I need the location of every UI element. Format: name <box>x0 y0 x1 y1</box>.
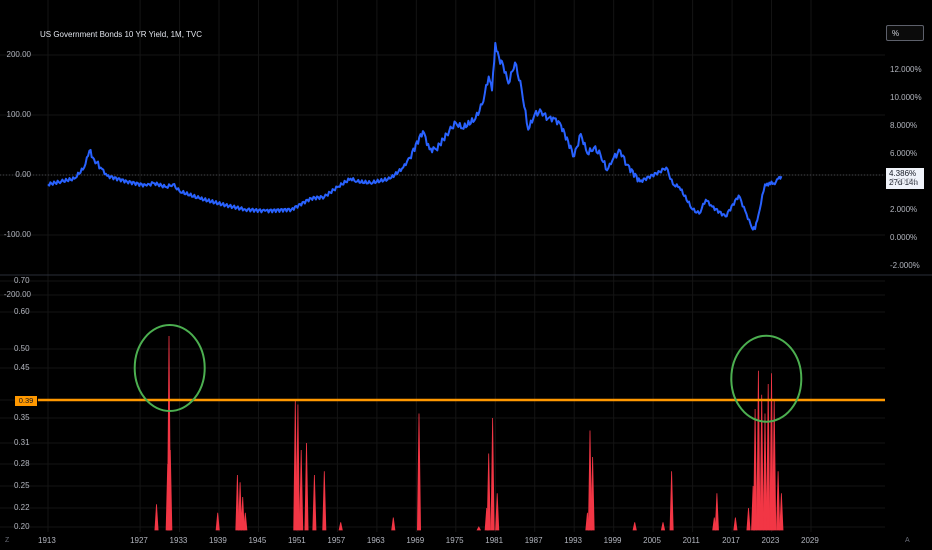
right-tick-label: 6.000% <box>890 148 918 158</box>
x-tick-label: 1957 <box>327 536 346 545</box>
indicator-bar <box>632 522 637 531</box>
right-tick-label: 8.000% <box>890 120 918 130</box>
indicator-bar <box>293 399 298 531</box>
indicator-bar <box>299 449 304 531</box>
right-tick-label: 10.000% <box>890 92 922 102</box>
indicator-bar <box>235 474 240 531</box>
indicator-bar <box>168 449 173 531</box>
indicator-bar <box>756 370 761 531</box>
x-tick-label: 1939 <box>209 536 227 545</box>
indicator-bar <box>766 383 771 531</box>
x-tick-label: 2023 <box>761 536 780 545</box>
indicator-bar <box>338 522 343 531</box>
indicator-bar <box>590 456 595 531</box>
indicator-bar <box>587 430 593 531</box>
indicator-tick-label: 0.31 <box>14 438 30 447</box>
indicator-bar <box>486 453 491 531</box>
indicator-tick-label: 0.25 <box>14 481 30 490</box>
indicator-bar <box>295 404 300 531</box>
indicator-tick-label: 0.35 <box>14 413 30 422</box>
x-tick-label: 1981 <box>485 536 504 545</box>
indicator-bar <box>746 507 751 531</box>
indicator-bar <box>762 413 768 531</box>
bar-countdown: 27d 14h <box>889 178 918 187</box>
x-tick-label: 1963 <box>366 536 385 545</box>
indicator-tick-label: 0.28 <box>14 459 30 468</box>
indicator-tick-label: 0.70 <box>14 276 30 285</box>
unit-toggle-button[interactable]: % <box>886 25 924 41</box>
chart-title: US Government Bonds 10 YR Yield, 1M, TVC <box>40 30 203 39</box>
indicator-bar <box>495 493 500 531</box>
x-tick-label: 1975 <box>445 536 464 545</box>
x-tick-label: 1951 <box>287 536 306 545</box>
indicator-bar <box>776 471 781 531</box>
timezone-z-button[interactable]: Z <box>5 537 10 544</box>
indicator-bar <box>759 394 764 531</box>
indicator-bar <box>660 522 666 531</box>
x-tick-label: 1933 <box>169 536 188 545</box>
x-tick-label: 1913 <box>38 536 56 545</box>
highlight-circle <box>133 324 206 412</box>
x-tick-label: 1993 <box>564 536 582 545</box>
x-tick-label: 2029 <box>801 536 819 545</box>
indicator-pane[interactable] <box>38 324 885 531</box>
x-tick-label: 2011 <box>682 536 700 545</box>
indicator-tick-label: 0.20 <box>14 522 30 531</box>
yield-pane[interactable] <box>47 41 783 231</box>
indicator-bar <box>733 517 738 531</box>
indicator-bar <box>769 373 774 531</box>
x-tick-label: 1987 <box>524 536 543 545</box>
indicator-bar <box>240 496 245 531</box>
indicator-bar <box>476 526 482 531</box>
x-tick-label: 1999 <box>603 536 622 545</box>
indicator-bar <box>322 471 327 531</box>
indicator-tick-label: 0.45 <box>14 363 30 372</box>
indicator-tick-label: 0.60 <box>14 307 30 316</box>
right-tick-label: 2.000% <box>890 204 918 214</box>
indicator-bar <box>714 493 719 531</box>
x-tick-label: 1927 <box>130 536 148 545</box>
indicator-bar <box>753 408 758 531</box>
indicator-bar <box>312 474 317 531</box>
left-tick-label: 100.00 <box>6 110 31 119</box>
indicator-bar <box>490 417 495 531</box>
indicator-bar <box>243 512 248 531</box>
x-tick-label: 1945 <box>248 536 267 545</box>
yield-series-line <box>47 41 783 231</box>
right-tick-label: 12.000% <box>890 64 922 74</box>
indicator-bar <box>416 413 422 531</box>
indicator-tick-label: 0.50 <box>14 344 30 353</box>
indicator-bar <box>215 512 220 531</box>
x-tick-label: 2005 <box>643 536 661 545</box>
left-tick-label: -100.00 <box>3 230 31 239</box>
current-value: 4.386% <box>889 169 917 178</box>
auto-scale-button[interactable]: A <box>905 537 910 544</box>
indicator-bar <box>238 482 243 531</box>
indicator-tick-label: 0.22 <box>14 503 30 512</box>
level-value-label: 0.39 <box>15 396 37 406</box>
highlight-circle <box>730 334 803 423</box>
indicator-bar <box>772 399 777 531</box>
x-tick-label: 2017 <box>722 536 740 545</box>
current-price-label: 4.386% 27d 14h <box>886 168 924 189</box>
indicator-bar <box>154 504 159 531</box>
grid-lines <box>0 0 932 532</box>
left-tick-label: 200.00 <box>6 50 31 59</box>
right-tick-label: 0.000% <box>890 232 918 242</box>
left-tick-label: -200.00 <box>3 290 31 299</box>
indicator-bar <box>391 517 396 531</box>
indicator-bar <box>304 442 309 531</box>
right-tick-label: 4.000% <box>890 176 918 186</box>
x-tick-label: 1969 <box>406 536 425 545</box>
indicator-bar <box>669 471 674 531</box>
left-tick-label: 0.00 <box>15 170 31 179</box>
right-tick-label: -2.000% <box>890 260 920 270</box>
indicator-bar <box>779 493 784 531</box>
